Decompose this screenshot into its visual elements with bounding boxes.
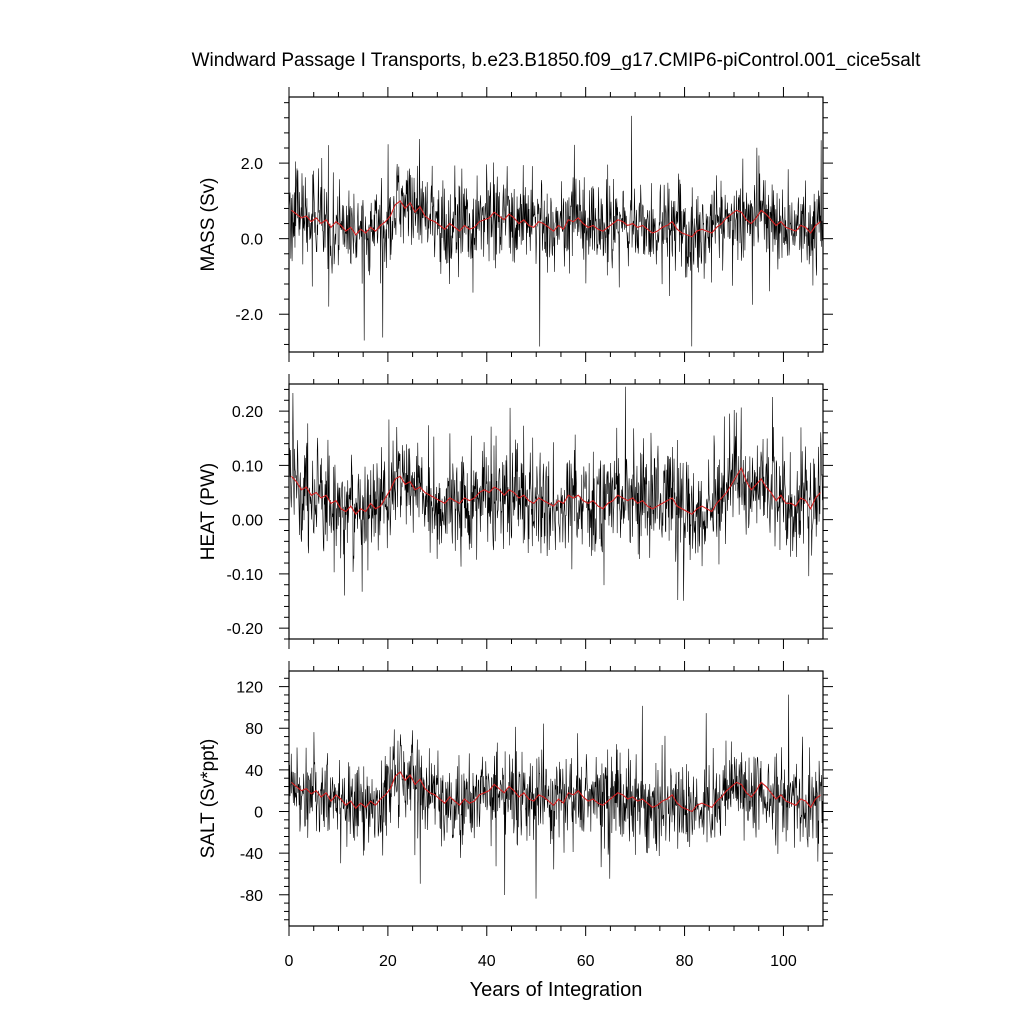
y-axis-label: MASS (Sv)	[198, 178, 219, 272]
y-tick-label: 0.0	[241, 232, 263, 249]
x-tick-label: 40	[478, 953, 496, 970]
x-tick-label: 80	[676, 953, 694, 970]
y-tick-label: 80	[245, 721, 263, 738]
panel-2: -0.20 -0.10 0.00 0.10 0.20 HEAT (PW)	[198, 374, 833, 649]
series-monthly-1	[289, 115, 823, 347]
y-tick-label: 40	[245, 763, 263, 780]
x-tick-label: 20	[379, 953, 397, 970]
y-tick-label: -0.10	[227, 567, 264, 584]
y-tick-label: -80	[240, 888, 263, 905]
y-tick-label: 120	[236, 680, 263, 697]
plot-frame-3	[288, 670, 824, 927]
y-tick-label: 0.00	[232, 513, 263, 530]
y-tick-label: 0.20	[232, 404, 263, 421]
y-tick-label: 2.0	[241, 156, 263, 173]
x-tick-label: 100	[770, 953, 797, 970]
series-monthly-2	[289, 386, 823, 601]
series-monthly-3	[289, 694, 823, 899]
x-tick-label: 60	[577, 953, 595, 970]
plot-frame-1	[288, 96, 824, 353]
y-axis-label: HEAT (PW)	[198, 463, 219, 560]
panels: -2.0 0.0 2.0 MASS (Sv) -0.20 -0.10 0.00 0.10 0.2…	[198, 87, 833, 970]
x-axis-label: Years of Integration	[470, 979, 643, 1001]
plot-frame-2	[288, 383, 824, 640]
panel-1: -2.0 0.0 2.0 MASS (Sv)	[198, 87, 833, 362]
y-tick-label: -2.0	[235, 307, 263, 324]
y-axis-label: SALT (Sv*ppt)	[198, 739, 219, 859]
panel-3: -80 -40 0 40 80 120 SALT (Sv*ppt) 0 20 40 60 80 100	[198, 661, 833, 970]
series-annual-mean-1	[291, 200, 821, 238]
series-annual-mean-2	[291, 466, 821, 516]
chart-title: Windward Passage I Transports, b.e23.B18…	[192, 50, 921, 71]
y-tick-label: -0.20	[227, 621, 264, 638]
y-tick-label: 0.10	[232, 458, 263, 475]
y-tick-label: 0	[254, 805, 263, 822]
y-tick-label: -40	[240, 846, 263, 863]
x-tick-label: 0	[285, 953, 294, 970]
series-annual-mean-3	[291, 771, 821, 813]
